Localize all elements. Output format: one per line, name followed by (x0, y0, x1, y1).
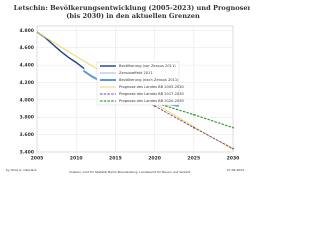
footer-author: by Hans G. Oberlack (6, 168, 37, 172)
legend-box (96, 61, 180, 106)
x-tick-label: 2030 (227, 156, 240, 162)
legend-label: Prognose des Landes BB 2020-2030 (119, 99, 185, 103)
page: {"chart_data":{"type":"line", "title":["… (6, 4, 250, 174)
point (232, 126, 234, 129)
y-tick-label: 4.000 (19, 97, 34, 103)
point (192, 113, 195, 116)
x-tick-label: 2020 (148, 156, 161, 162)
x-tick-label: 2005 (31, 156, 44, 162)
y-tick-label: 4.600 (19, 45, 34, 51)
point (177, 105, 180, 107)
y-tick-label: 3.800 (19, 115, 34, 121)
point (90, 75, 93, 78)
y-tick-label: 3.400 (19, 150, 34, 156)
y-tick-label: 4.400 (19, 63, 34, 69)
chart-title: Letschin: Bevölkerungsentwicklung (2005-… (14, 4, 250, 12)
point (192, 126, 195, 129)
chart: Letschin: Bevölkerungsentwicklung (2005-… (6, 4, 250, 174)
x-tick-label: 2015 (109, 156, 122, 162)
legend-label: Prognose des Landes BB 2017-2030 (119, 92, 185, 96)
y-tick-label: 3.600 (19, 132, 34, 138)
point (232, 147, 234, 150)
footer-source: Quellen: Amt für Statistik Berlin-Brande… (69, 170, 191, 174)
legend-label: Bevölkerung (vor Zensus 2011) (119, 64, 176, 68)
point (83, 70, 85, 73)
chart-title: (bis 2030) in den aktuellen Grenzen (66, 12, 200, 20)
y-tick-label: 4.200 (19, 80, 34, 86)
legend-label: Bevölkerung (nach Zensus 2011) (119, 78, 179, 82)
y-tick-label: 4.800 (19, 28, 34, 34)
legend-label: Prognose des Landes BB 2005-2030 (119, 85, 185, 89)
x-tick-label: 2010 (70, 156, 83, 162)
footer-date: 07.06.2024 (227, 168, 244, 172)
x-tick-label: 2025 (187, 156, 200, 162)
point (153, 105, 156, 107)
legend-label: Zensuseffekt 2011 (119, 71, 153, 75)
